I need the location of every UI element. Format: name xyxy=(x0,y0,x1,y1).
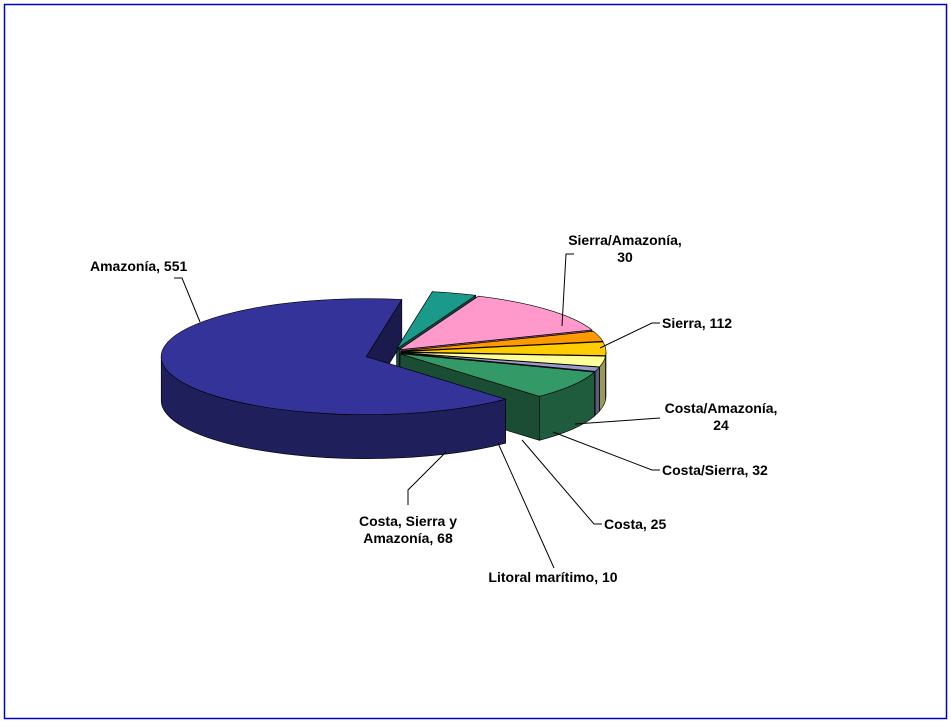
slice xyxy=(160,298,507,415)
data-label: Costa/Sierra, 32 xyxy=(662,462,768,478)
slice xyxy=(400,331,604,352)
slice xyxy=(399,295,593,351)
data-label: Costa, Sierra y Amazonía, 68 xyxy=(358,513,458,546)
leader-line xyxy=(561,253,574,327)
leader-line xyxy=(174,277,201,323)
leader-line xyxy=(552,431,660,471)
data-label: Costa, 25 xyxy=(604,516,667,532)
leader-line xyxy=(407,451,447,505)
slice-side xyxy=(594,366,600,416)
leader-line xyxy=(521,439,602,525)
leader-line xyxy=(599,322,660,349)
slice xyxy=(396,291,477,350)
slice xyxy=(400,352,606,368)
slice xyxy=(400,341,607,356)
slice xyxy=(399,353,596,397)
data-label: Sierra/Amazonía, 30 xyxy=(568,232,682,265)
leader-line xyxy=(497,442,555,569)
leader-lines xyxy=(174,253,661,569)
data-label: Amazonía, 551 xyxy=(90,258,188,274)
pie xyxy=(160,290,607,459)
slice xyxy=(400,352,601,372)
data-label: Litoral marítimo, 10 xyxy=(488,569,618,585)
data-label: Costa/Amazonía, 24 xyxy=(664,400,778,433)
leader-line xyxy=(574,417,661,425)
data-label: Sierra, 112 xyxy=(662,315,733,331)
